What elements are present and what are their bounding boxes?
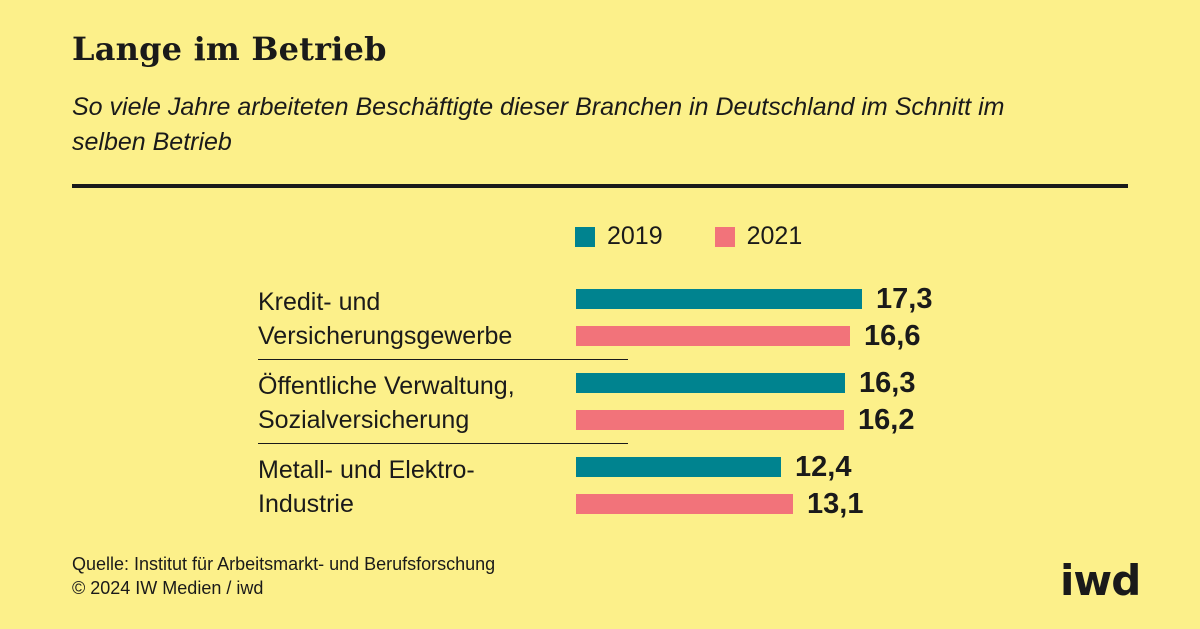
value-label: 16,2 <box>858 404 915 436</box>
title-divider <box>72 184 1128 188</box>
category-label-line: Öffentliche Verwaltung, <box>258 372 515 400</box>
copyright-text: © 2024 IW Medien / iwd <box>72 578 264 598</box>
bar-2019 <box>576 457 781 477</box>
category-label: Kredit- und Versicherungsgewerbe <box>258 285 588 353</box>
bar-2019 <box>576 373 845 393</box>
legend-swatch-2021 <box>714 226 735 247</box>
legend-item-2019: 2019 <box>575 222 663 251</box>
value-label: 16,6 <box>864 320 921 352</box>
category-label-line: Kredit- und <box>258 288 381 316</box>
bar-2019 <box>576 289 862 309</box>
bar-2021 <box>576 326 850 346</box>
legend-label-2019: 2019 <box>607 222 663 250</box>
category-label: Metall- und Elektro- Industrie <box>258 453 588 521</box>
iwd-logo: iwd <box>1060 556 1141 605</box>
source-text: Quelle: Institut für Arbeitsmarkt- und B… <box>72 554 496 574</box>
category-label-line: Metall- und Elektro- <box>258 456 475 484</box>
category-label: Öffentliche Verwaltung, Sozialversicherun… <box>258 369 588 437</box>
value-label: 17,3 <box>876 283 933 315</box>
value-label: 12,4 <box>795 451 852 483</box>
value-label: 16,3 <box>859 367 916 399</box>
value-label: 13,1 <box>807 488 864 520</box>
legend: 2019 2021 <box>575 222 802 251</box>
chart-title: Lange im Betrieb <box>72 30 387 68</box>
legend-label-2021: 2021 <box>746 222 803 250</box>
category-label-line: Sozialversicherung <box>258 406 470 434</box>
category-divider <box>258 443 628 444</box>
bar-2021 <box>576 410 844 430</box>
category-label-line: Versicherungsgewerbe <box>258 322 513 350</box>
bar-2021 <box>576 494 793 514</box>
legend-item-2021: 2021 <box>714 222 803 251</box>
category-divider <box>258 359 628 360</box>
chart-subtitle: So viele Jahre arbeiteten Beschäftigte d… <box>72 93 1005 156</box>
category-label-line: Industrie <box>258 490 354 518</box>
legend-swatch-2019 <box>575 226 595 247</box>
footer: Quelle: Institut für Arbeitsmarkt- und B… <box>72 552 495 600</box>
